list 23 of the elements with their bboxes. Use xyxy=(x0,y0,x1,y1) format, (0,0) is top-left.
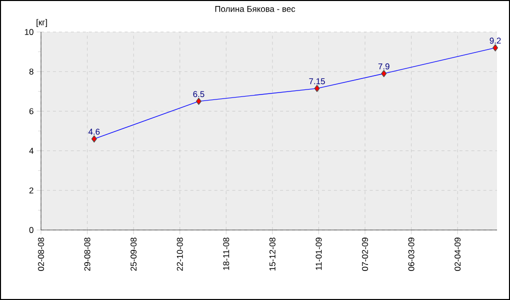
y-axis-title: [кг] xyxy=(36,19,47,27)
x-tick-label: 29-08-08 xyxy=(84,238,90,271)
x-tick-label: 02-08-08 xyxy=(38,238,44,271)
data-label: 7.15 xyxy=(309,78,325,84)
x-tick-label: 15-12-08 xyxy=(269,238,276,271)
data-label: 6.5 xyxy=(193,91,204,98)
y-tick-label: 6 xyxy=(29,108,34,114)
y-tick-label: 2 xyxy=(29,187,34,194)
x-tick-label: 02-04-09 xyxy=(454,238,461,271)
chart-title: Полина Бякова - вес xyxy=(215,6,296,12)
x-tick-label: 18-11-08 xyxy=(223,238,230,270)
y-tick-label: 0 xyxy=(29,227,34,233)
y-tick-label: 10 xyxy=(24,29,34,35)
data-label: 4.6 xyxy=(88,128,100,135)
x-tick-label: 11-01-09 xyxy=(316,238,322,270)
x-tick-label: 22-10-08 xyxy=(176,238,183,271)
y-tick-label: 4 xyxy=(29,148,34,154)
data-label: 9.2 xyxy=(490,38,501,44)
data-label: 7.9 xyxy=(378,63,390,70)
x-tick-label: 25-09-08 xyxy=(130,238,137,271)
x-tick-label: 07-02-09 xyxy=(362,238,368,271)
x-tick-label: 06-03-09 xyxy=(408,238,414,271)
y-tick-label: 8 xyxy=(29,68,34,75)
